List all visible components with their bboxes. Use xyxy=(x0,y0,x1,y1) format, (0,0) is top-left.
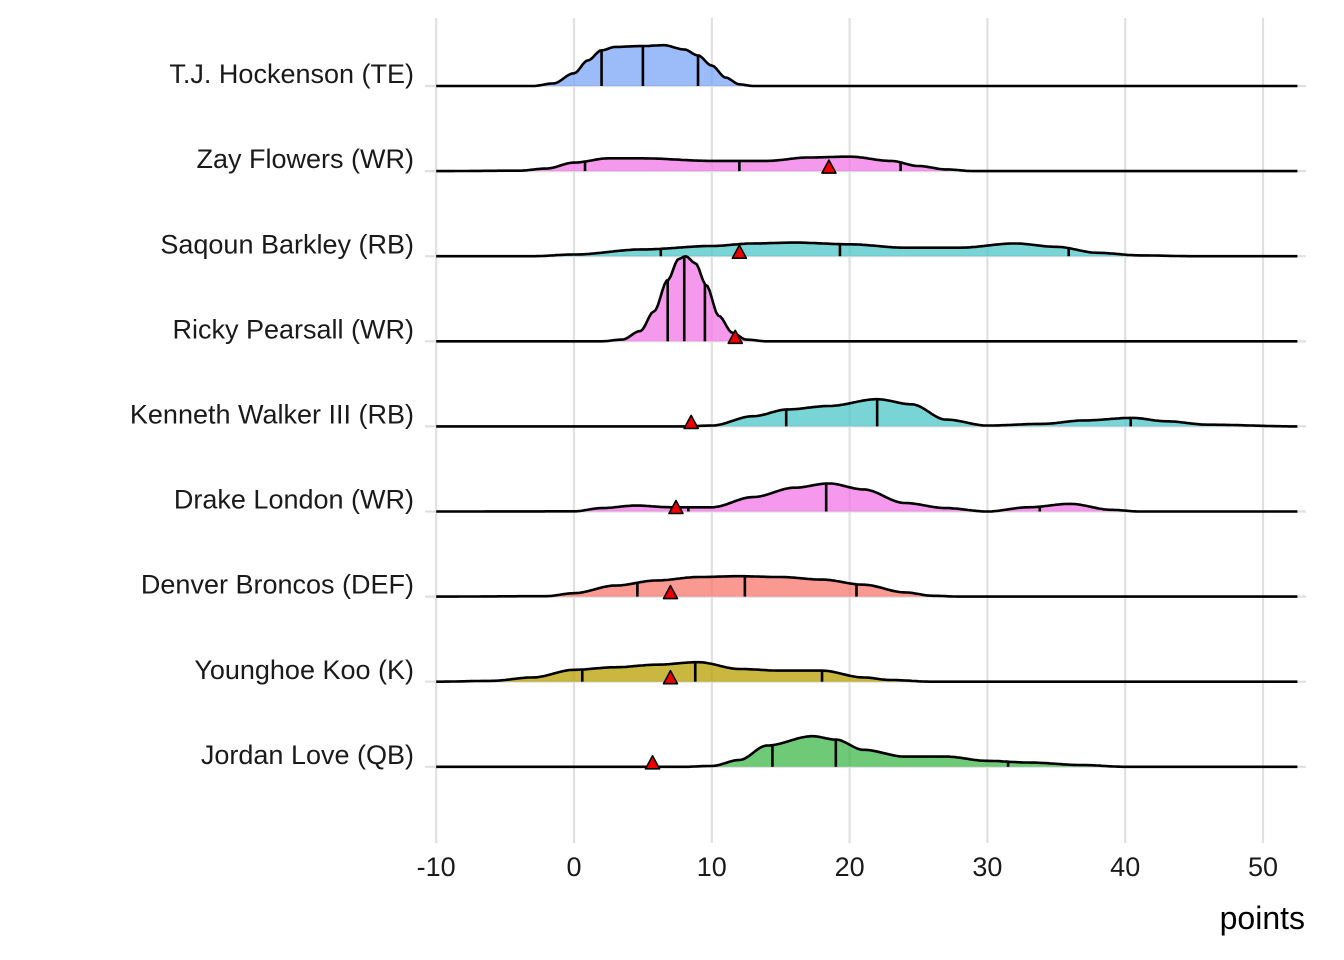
ridge-outline xyxy=(436,734,1298,769)
x-tick-label: -10 xyxy=(417,852,456,882)
ridge-outline xyxy=(436,155,1298,173)
ridge-area xyxy=(436,483,1298,512)
marker-triangle xyxy=(731,244,748,259)
ridge-area xyxy=(436,242,1298,257)
ridge-area xyxy=(436,156,1298,172)
ridge-outline xyxy=(436,397,1298,428)
marker-triangle xyxy=(727,329,744,345)
marker-triangle xyxy=(662,669,679,685)
ridge-area xyxy=(436,45,1298,86)
ridges xyxy=(425,43,1306,770)
y-axis-label: Ricky Pearsall (WR) xyxy=(172,314,414,344)
ridge-outline xyxy=(436,574,1298,598)
ridge-row xyxy=(425,482,1306,515)
y-axis-label: Kenneth Walker III (RB) xyxy=(130,400,414,430)
ridge-row xyxy=(425,397,1306,430)
x-tick-label: 30 xyxy=(972,852,1002,882)
x-tick-label: 20 xyxy=(835,852,865,882)
ridge-row xyxy=(425,255,1306,345)
ridge-area xyxy=(436,736,1298,767)
marker-triangle xyxy=(821,159,837,174)
ridge-area xyxy=(436,256,1298,342)
x-axis-title: points xyxy=(1220,900,1305,936)
ridge-outline xyxy=(436,660,1298,683)
x-axis-ticks: -10 0 10 20 30 40 50 xyxy=(417,852,1278,882)
y-axis-label: Saqoun Barkley (RB) xyxy=(160,229,414,259)
y-axis-label: Younghoe Koo (K) xyxy=(194,655,414,685)
ridge-row xyxy=(425,734,1306,770)
y-axis-label: Drake London (WR) xyxy=(174,485,414,515)
ridge-row xyxy=(425,574,1306,600)
marker-triangle xyxy=(644,755,661,770)
ridge-outline xyxy=(436,255,1298,343)
ridge-row xyxy=(425,43,1306,88)
marker-triangle xyxy=(668,499,684,515)
ridge-area xyxy=(436,662,1298,682)
ridge-area xyxy=(436,399,1298,427)
ridge-row xyxy=(425,155,1306,174)
y-axis-label: T.J. Hockenson (TE) xyxy=(169,59,414,89)
ridge-row xyxy=(425,660,1306,685)
ridge-outline xyxy=(436,43,1298,88)
x-tick-label: 40 xyxy=(1110,852,1140,882)
y-axis-label: Denver Broncos (DEF) xyxy=(141,570,414,600)
ridge-outline xyxy=(436,241,1298,258)
y-axis-label: Zay Flowers (WR) xyxy=(197,144,415,174)
x-tick-label: 0 xyxy=(566,852,581,882)
ridge-outline xyxy=(436,482,1298,513)
y-axis-label: Jordan Love (QB) xyxy=(201,740,414,770)
marker-triangle xyxy=(683,414,699,430)
gridlines xyxy=(435,18,1265,843)
ridge-row xyxy=(425,241,1306,259)
marker-triangle xyxy=(662,584,679,600)
x-tick-label: 50 xyxy=(1248,852,1278,882)
y-axis-labels: T.J. Hockenson (TE) Zay Flowers (WR) Saqou… xyxy=(130,59,414,770)
x-tick-label: 10 xyxy=(697,852,727,882)
